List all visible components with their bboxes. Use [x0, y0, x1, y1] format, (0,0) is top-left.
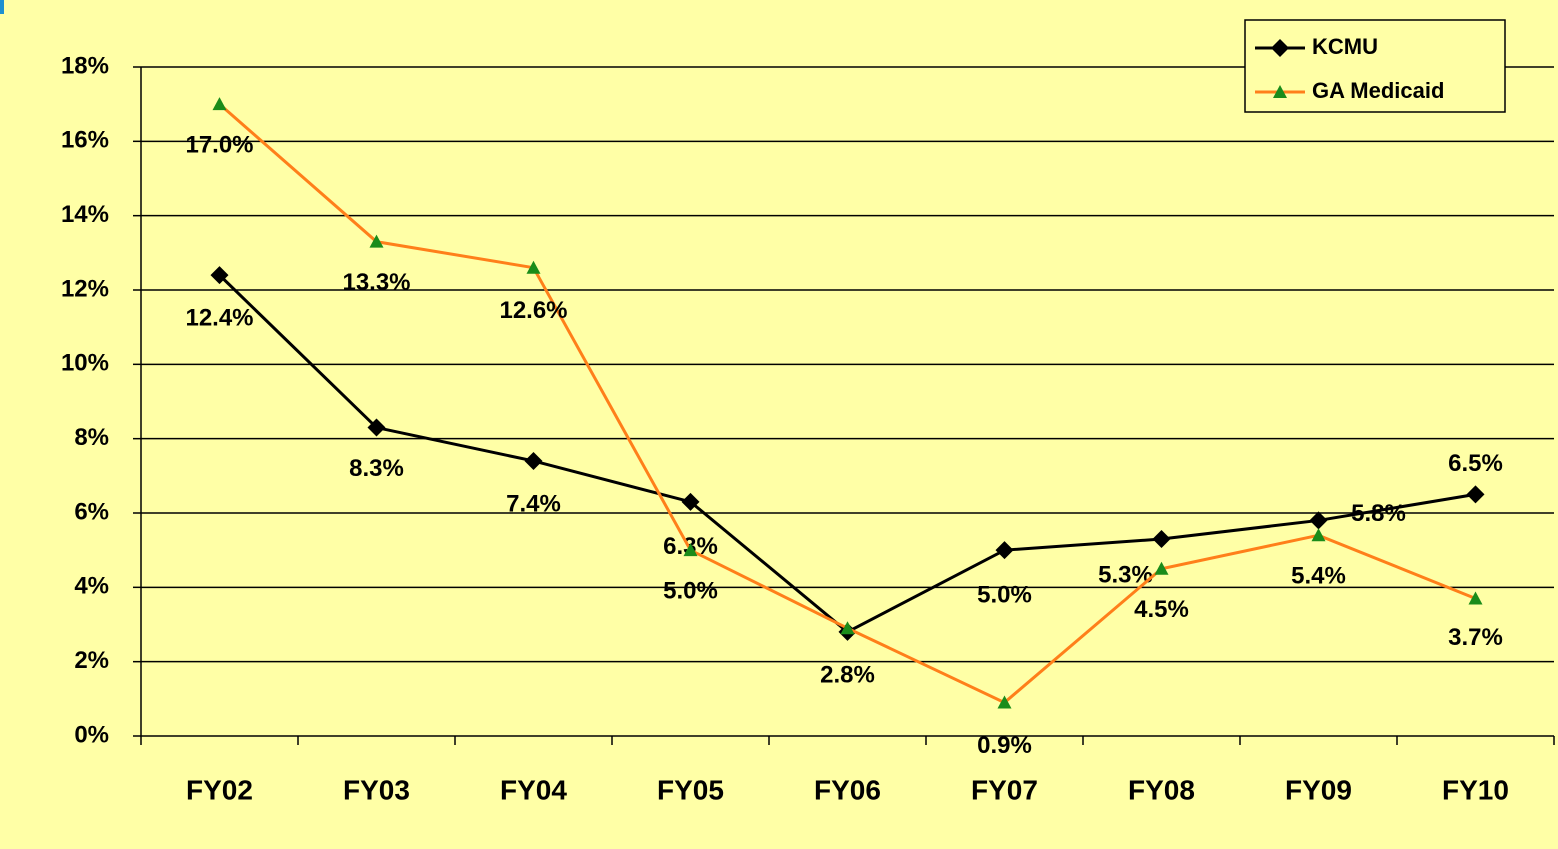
data-label: 8.3%: [349, 455, 404, 482]
y-tick-label: 0%: [74, 721, 109, 748]
marker: [840, 621, 855, 635]
marker: [210, 266, 229, 285]
y-tick-label: 18%: [61, 52, 109, 79]
x-tick-label: FY10: [1442, 774, 1509, 805]
data-label: 5.4%: [1291, 563, 1346, 590]
marker: [1466, 485, 1485, 504]
legend-box: [1244, 19, 1506, 113]
data-label: 13.3%: [342, 269, 410, 296]
y-tick-label: 12%: [61, 275, 109, 302]
y-tick-label: 4%: [74, 573, 109, 600]
marker: [1152, 530, 1171, 549]
data-label: 5.0%: [977, 582, 1032, 609]
marker: [1309, 511, 1328, 530]
marker: [1154, 561, 1169, 575]
y-tick-label: 14%: [61, 201, 109, 228]
marker: [524, 451, 543, 470]
marker: [1311, 528, 1326, 542]
marker: [369, 234, 384, 248]
y-tick-label: 10%: [61, 350, 109, 377]
data-label: 12.4%: [185, 304, 253, 331]
data-label: 0.9%: [977, 732, 1032, 759]
legend: KCMU GA Medicaid: [1244, 19, 1506, 113]
x-tick-label: FY09: [1285, 774, 1352, 805]
y-tick-label: 2%: [74, 647, 109, 674]
marker: [1271, 39, 1289, 57]
legend-label: GA Medicaid: [1312, 78, 1444, 103]
data-label: 12.6%: [499, 297, 567, 324]
marker: [212, 97, 227, 111]
marker: [681, 492, 700, 511]
marker: [1468, 591, 1483, 605]
marker: [526, 260, 541, 274]
x-tick-label: FY03: [343, 774, 410, 805]
y-tick-label: 16%: [61, 127, 109, 154]
legend-label: KCMU: [1312, 34, 1378, 59]
y-tick-label: 6%: [74, 498, 109, 525]
y-tick-label: 8%: [74, 424, 109, 451]
marker: [997, 695, 1012, 709]
x-tick-label: FY08: [1128, 774, 1195, 805]
x-tick-label: FY04: [500, 774, 567, 805]
data-label: 17.0%: [185, 132, 253, 159]
marker: [995, 541, 1014, 560]
x-tick-label: FY05: [657, 774, 724, 805]
x-tick-label: FY06: [814, 774, 881, 805]
data-label: 5.0%: [663, 578, 718, 605]
x-tick-label: FY07: [971, 774, 1038, 805]
data-label: 5.8%: [1351, 500, 1406, 527]
data-label: 2.8%: [820, 661, 875, 688]
data-label: 3.7%: [1448, 624, 1503, 651]
x-tick-label: FY02: [186, 774, 253, 805]
corner-mark: [0, 0, 4, 14]
data-label: 4.5%: [1134, 596, 1189, 623]
marker: [367, 418, 386, 437]
data-label: 7.4%: [506, 490, 561, 517]
data-label: 6.5%: [1448, 450, 1503, 477]
marker: [683, 543, 698, 557]
marker: [1273, 85, 1287, 98]
